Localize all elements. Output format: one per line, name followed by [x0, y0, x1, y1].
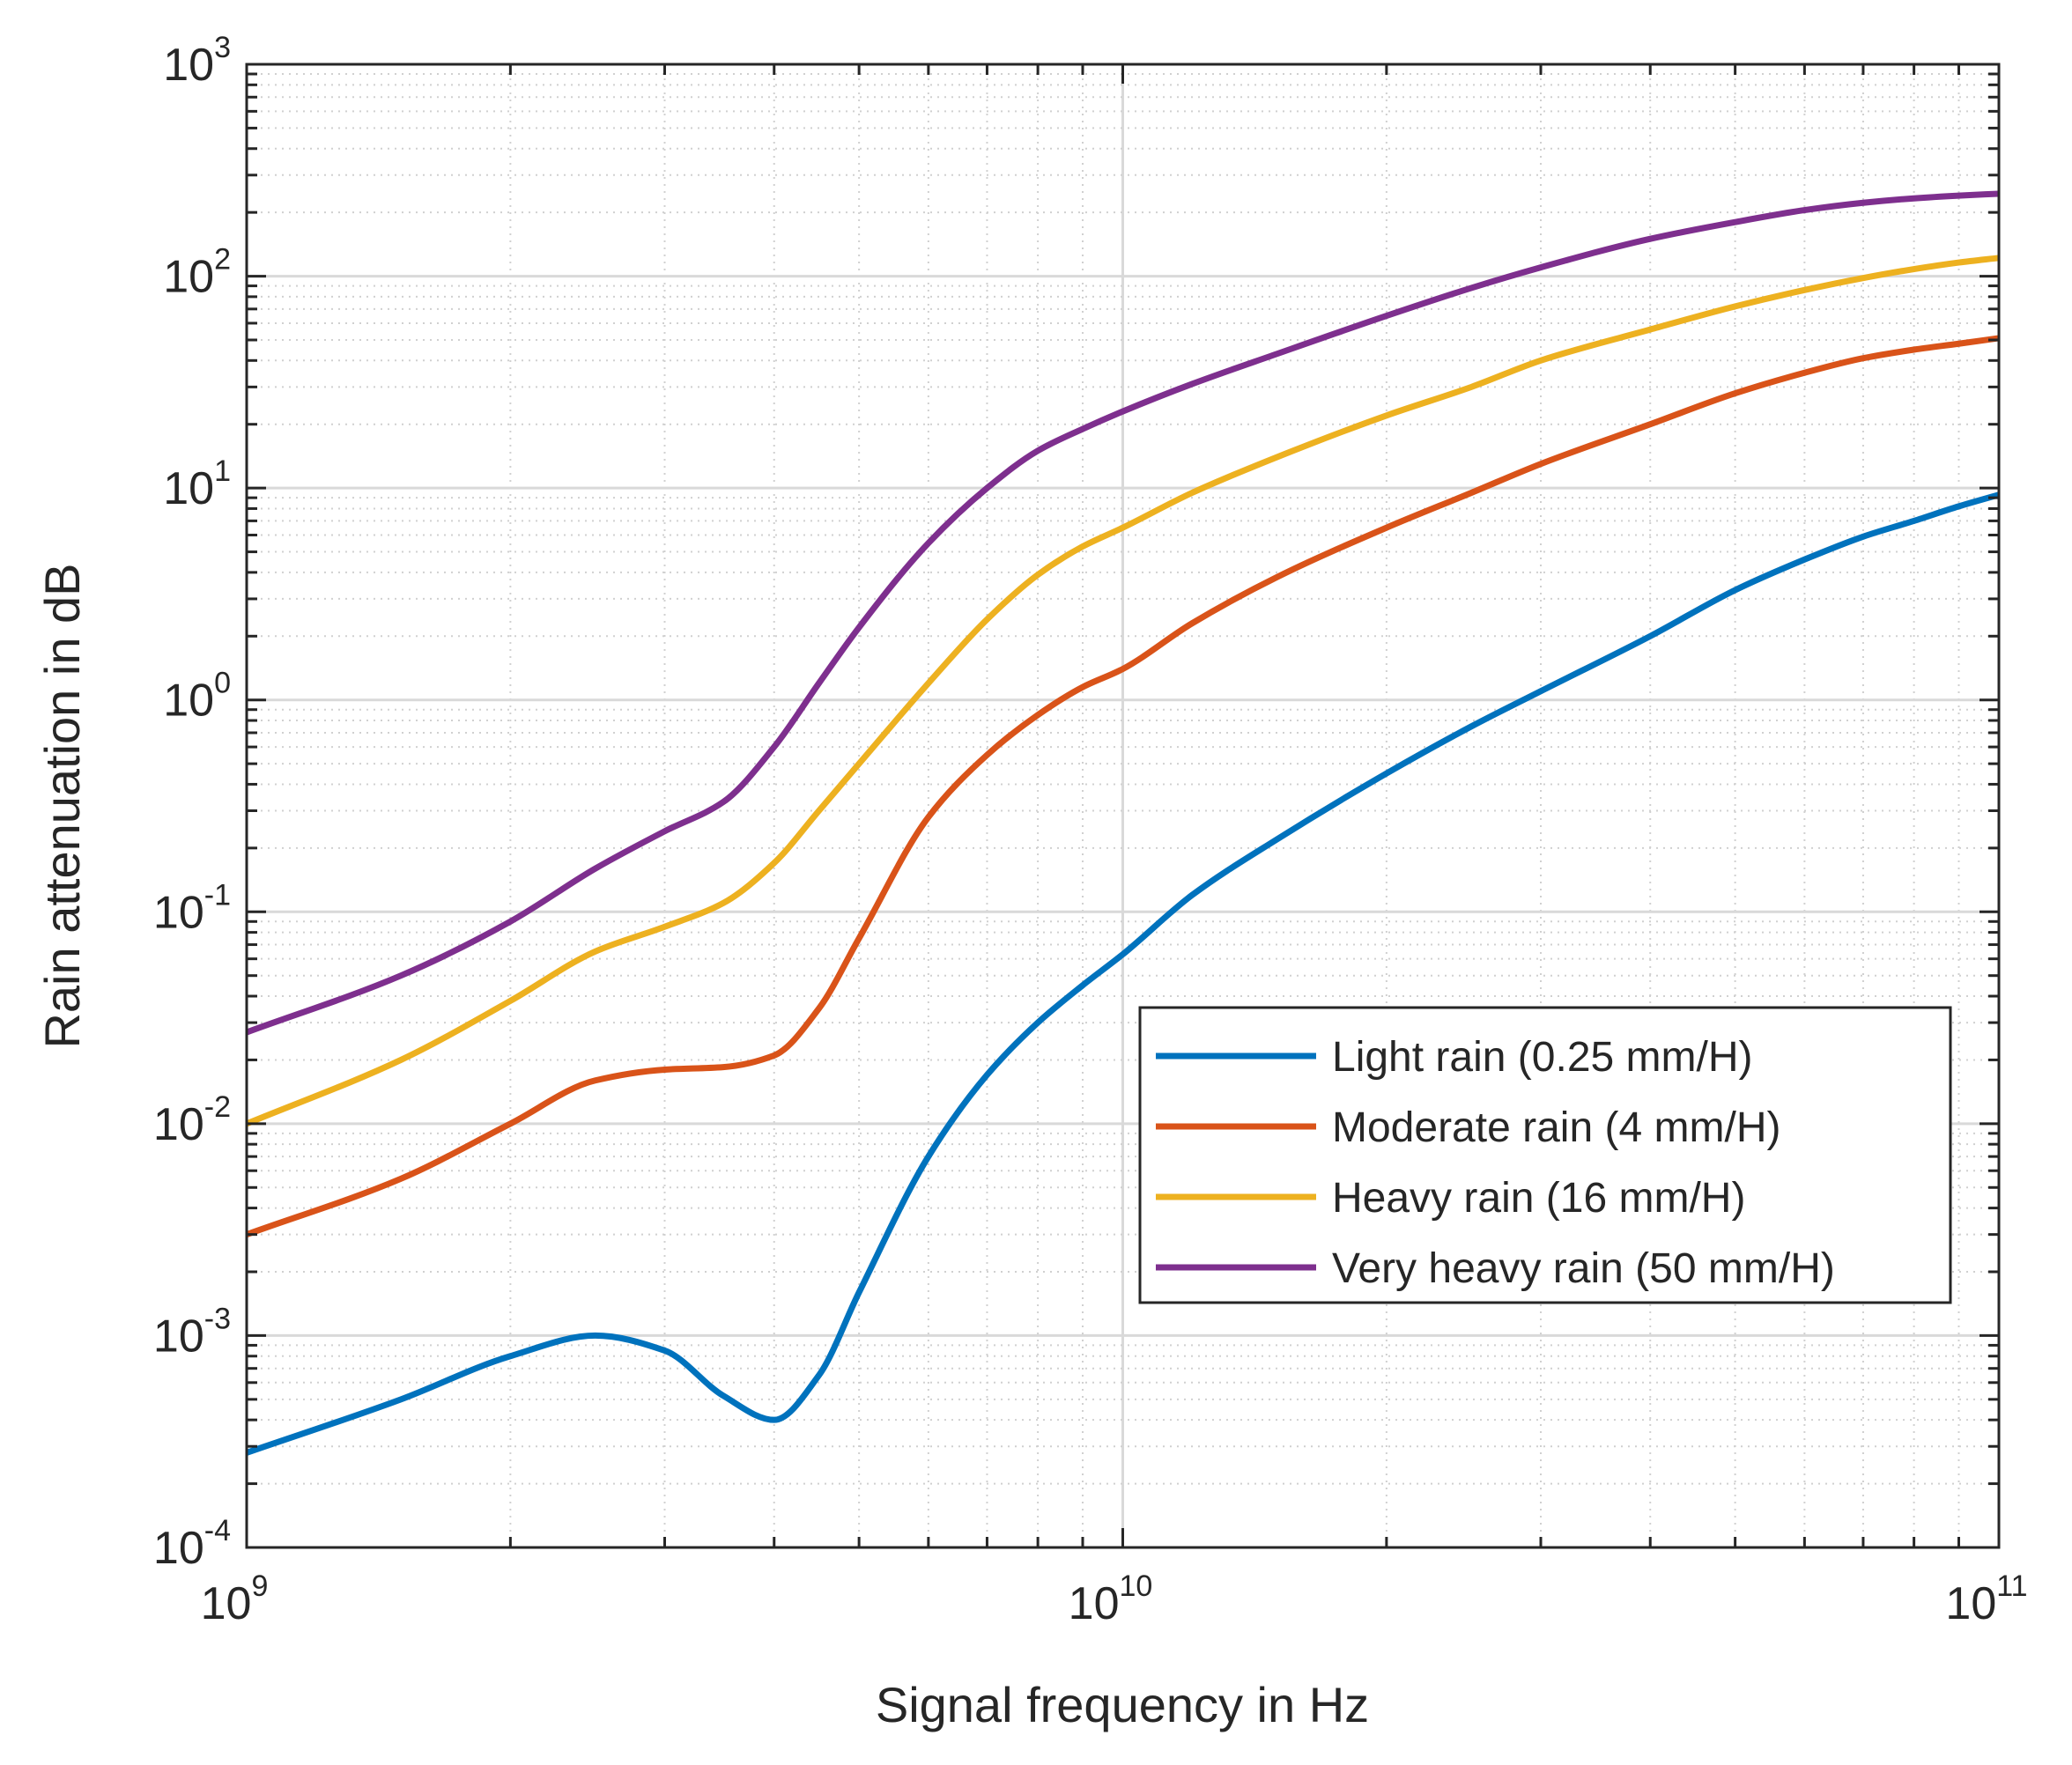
- x-axis-title: Signal frequency in Hz: [876, 1677, 1369, 1732]
- x-tick-label: 1011: [1945, 1569, 2027, 1629]
- y-tick-label: 10-2: [153, 1090, 231, 1150]
- legend-label-3: Heavy rain (16 mm/H): [1332, 1175, 1745, 1222]
- legend: Light rain (0.25 mm/H) Moderate rain (4 m…: [1138, 1006, 1952, 1304]
- y-tick-label: 10-1: [153, 878, 231, 938]
- y-tick-label: 102: [163, 243, 231, 303]
- y-tick-label: 10-3: [153, 1302, 231, 1362]
- series-line-4: [245, 190, 2000, 1036]
- legend-label-2: Moderate rain (4 mm/H): [1332, 1104, 1780, 1151]
- series-lines: [245, 190, 2000, 1456]
- y-tick-label: 101: [163, 454, 231, 514]
- y-axis-tick-labels: 10-4 10-3 10-2 10-1 100 101 102 103: [153, 31, 231, 1574]
- legend-label-4: Very heavy rain (50 mm/H): [1332, 1245, 1835, 1292]
- legend-label-1: Light rain (0.25 mm/H): [1332, 1034, 1753, 1081]
- x-axis-tick-labels: 109 1010 1011: [201, 1569, 2028, 1629]
- series-line-1: [245, 491, 2000, 1456]
- x-tick-label: 109: [201, 1569, 269, 1629]
- y-tick-label: 100: [163, 667, 231, 727]
- series-line-2: [245, 335, 2000, 1237]
- tick-marks: [245, 63, 2001, 1549]
- y-tick-label: 103: [163, 31, 231, 91]
- y-axis-title: Rain attenuation in dB: [34, 563, 90, 1048]
- x-tick-label: 1010: [1069, 1569, 1153, 1629]
- series-line-3: [245, 255, 2000, 1127]
- y-tick-label: 10-4: [153, 1514, 231, 1574]
